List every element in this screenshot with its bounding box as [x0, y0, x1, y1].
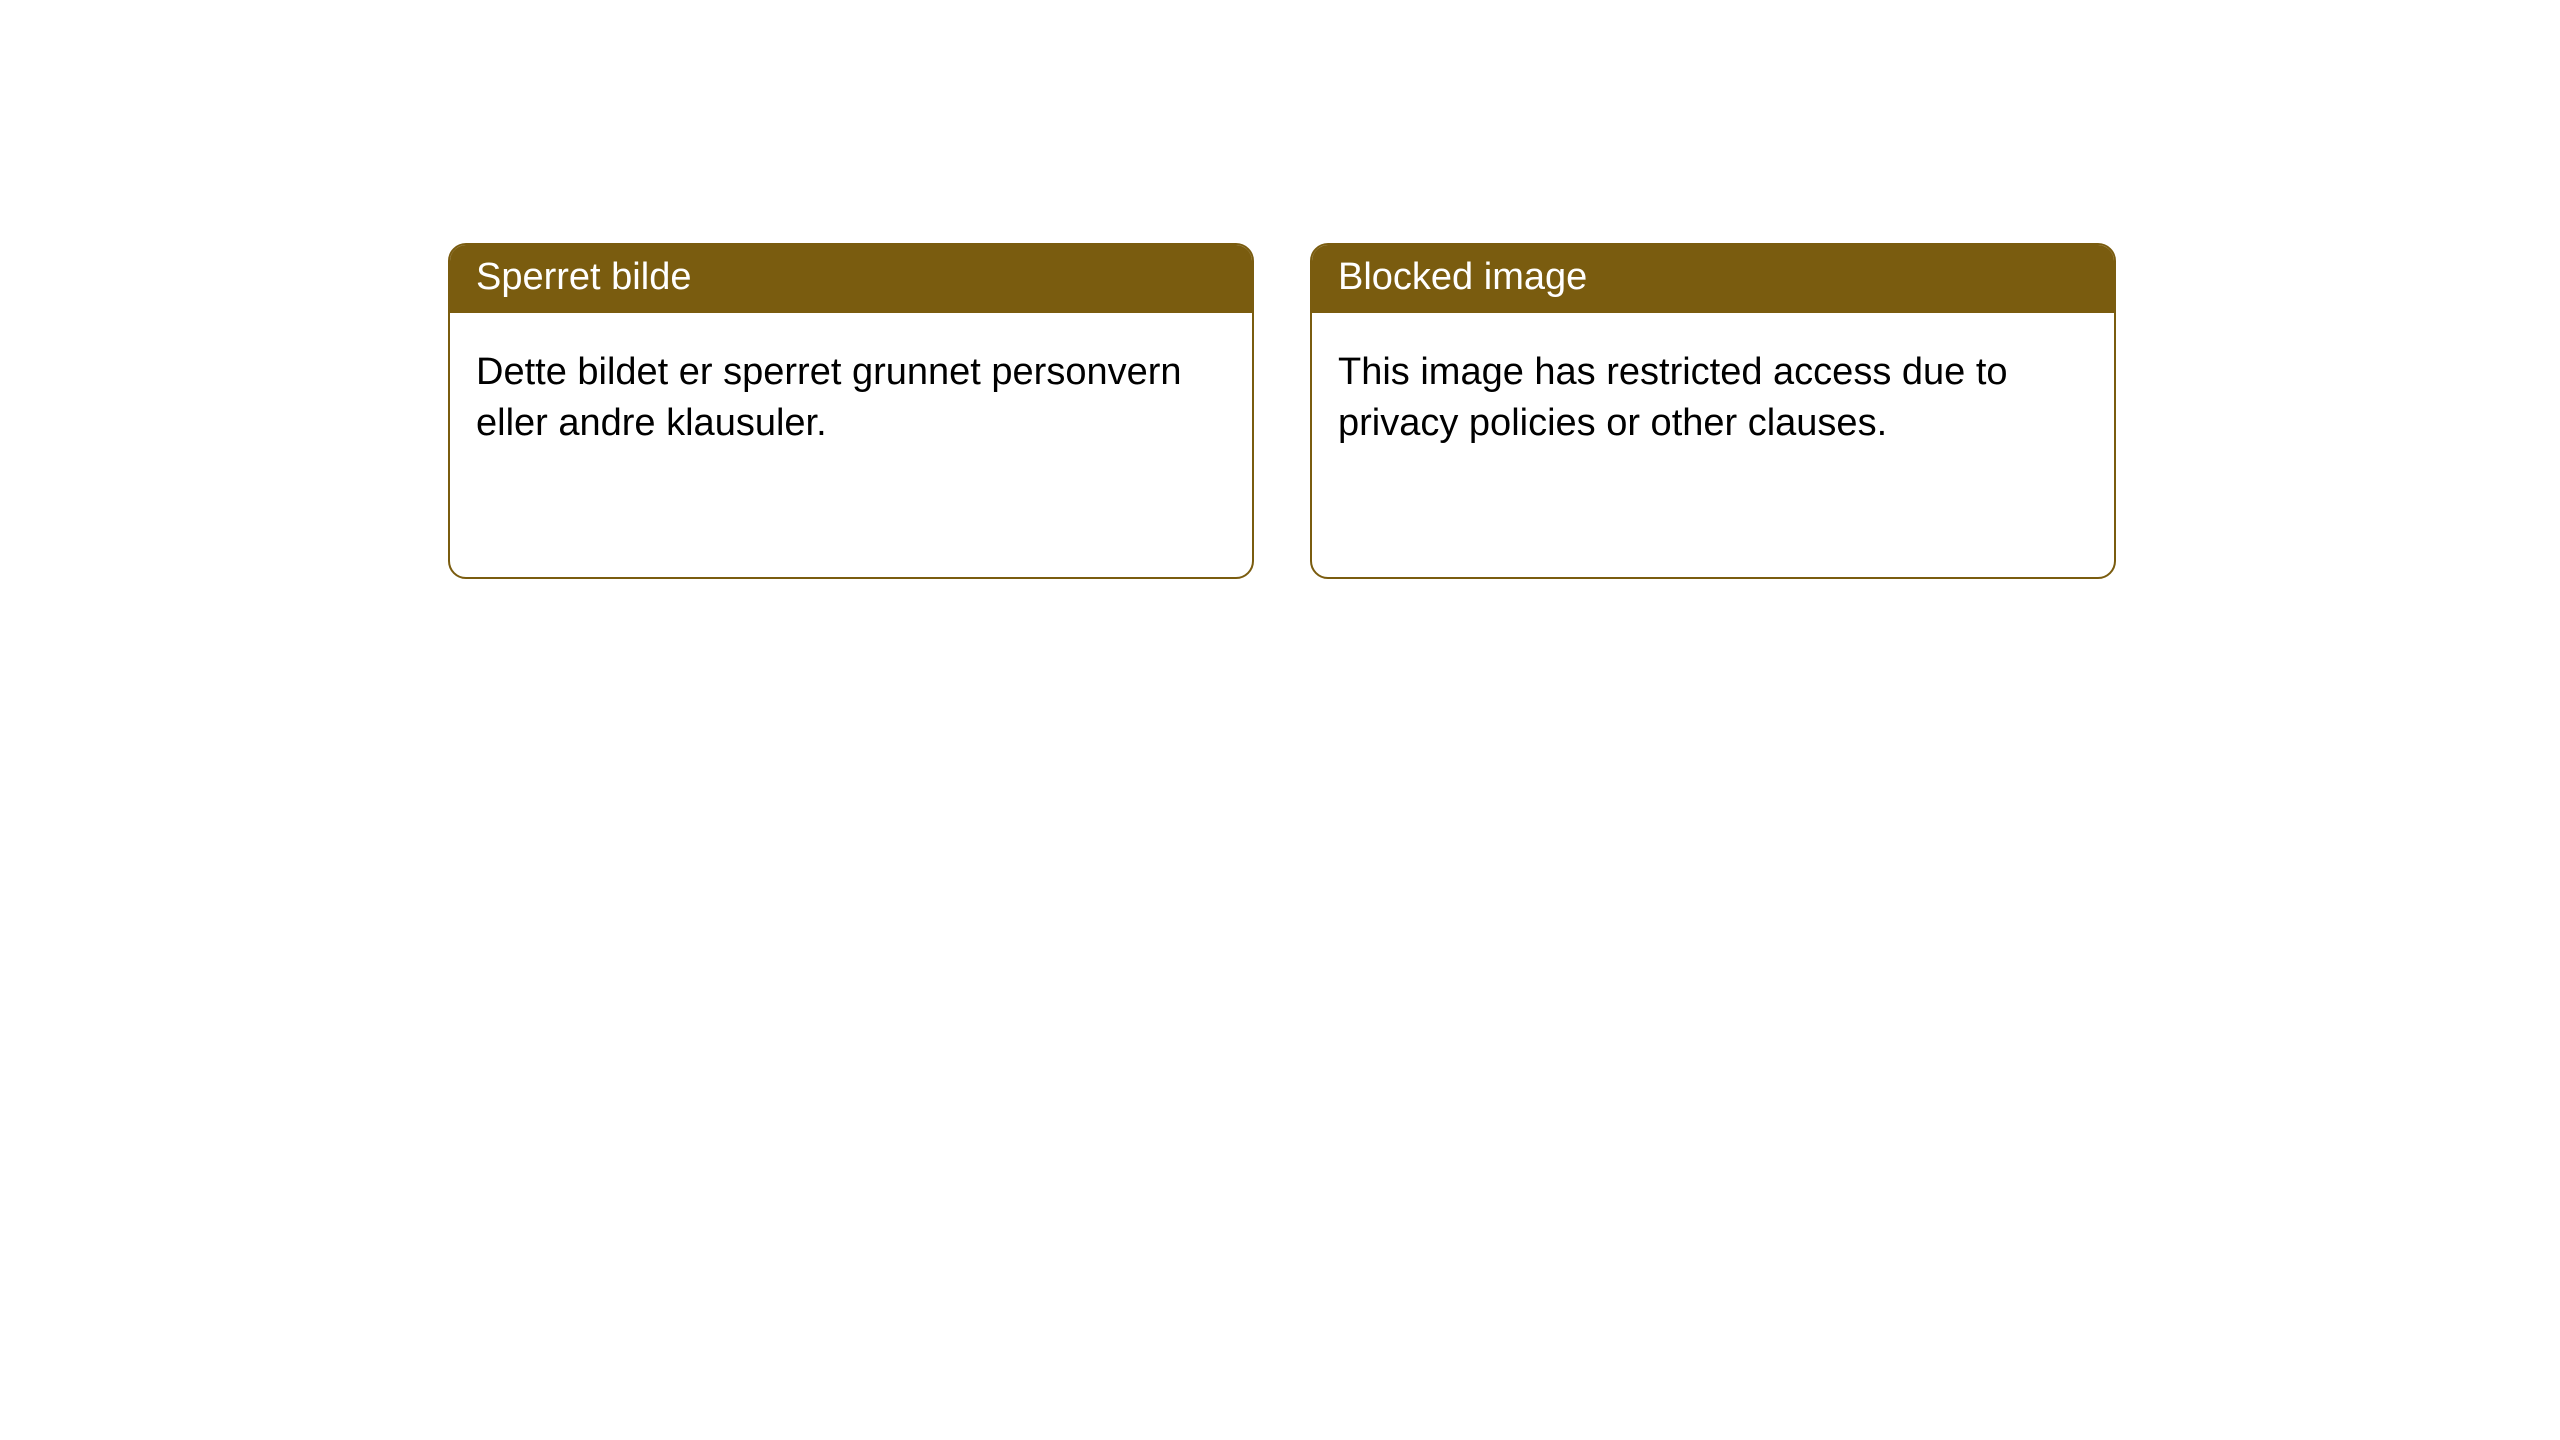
- notice-container: Sperret bilde Dette bildet er sperret gr…: [0, 0, 2560, 579]
- notice-body-norwegian: Dette bildet er sperret grunnet personve…: [450, 313, 1252, 476]
- notice-box-english: Blocked image This image has restricted …: [1310, 243, 2116, 579]
- notice-body-english: This image has restricted access due to …: [1312, 313, 2114, 476]
- notice-header-norwegian: Sperret bilde: [450, 245, 1252, 313]
- notice-box-norwegian: Sperret bilde Dette bildet er sperret gr…: [448, 243, 1254, 579]
- notice-header-english: Blocked image: [1312, 245, 2114, 313]
